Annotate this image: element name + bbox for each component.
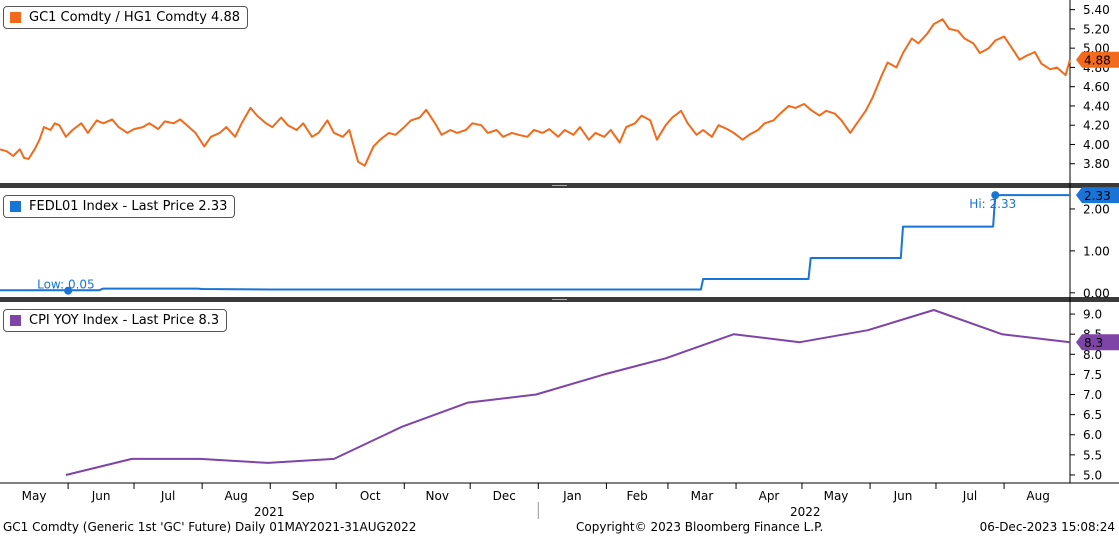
y-tick-label: 7.0: [1083, 388, 1102, 402]
last-price-tag: [1076, 334, 1119, 351]
series-line: [65, 309, 1071, 476]
legend-swatch-blue: [10, 201, 21, 212]
x-tick-label: Aug: [224, 489, 247, 503]
x-tick-label: Sep: [292, 489, 315, 503]
y-tick-label: 2.00: [1083, 202, 1110, 216]
y-tick-label: 5.0: [1083, 468, 1102, 482]
last-price-tag: [1076, 51, 1119, 68]
y-tick-label: 7.5: [1083, 368, 1102, 382]
last-price-label: 2.33: [1084, 189, 1111, 203]
footer-copyright: Copyright© 2023 Bloomberg Finance L.P.: [576, 520, 824, 534]
legend-label: GC1 Comdty / HG1 Comdty 4.88: [29, 10, 241, 25]
x-tick-label: Feb: [627, 489, 648, 503]
y-tick-label: 4.20: [1083, 119, 1110, 133]
y-tick-label: 5.20: [1083, 22, 1110, 36]
y-tick-label: 4.00: [1083, 138, 1110, 152]
y-tick-label: 0.00: [1083, 286, 1110, 300]
x-tick-label: Apr: [759, 489, 780, 503]
legend-swatch-orange: [10, 12, 21, 23]
x-tick-label: Jan: [562, 489, 582, 503]
x-tick-label: Oct: [360, 489, 381, 503]
x-tick-label: Jul: [962, 489, 977, 503]
x-tick-label: Mar: [691, 489, 714, 503]
last-price-label: 4.88: [1084, 54, 1111, 68]
x-tick-label: May: [22, 489, 47, 503]
footer-timestamp: 06-Dec-2023 15:08:24: [979, 520, 1115, 534]
y-tick-label: 4.40: [1083, 99, 1110, 113]
series-line: [0, 18, 1071, 167]
x-year-label: 2021: [254, 505, 285, 519]
footer-security-info: GC1 Comdty (Generic 1st 'GC' Future) Dai…: [3, 520, 417, 534]
legend-cpi-yoy[interactable]: CPI YOY Index - Last Price 8.3: [3, 309, 228, 332]
high-label: Hi: 2.33: [969, 197, 1016, 211]
x-tick-label: Nov: [426, 489, 449, 503]
y-tick-label: 6.5: [1083, 408, 1102, 422]
legend-gc-hg-ratio[interactable]: GC1 Comdty / HG1 Comdty 4.88: [3, 6, 249, 29]
x-tick-label: Dec: [493, 489, 516, 503]
y-tick-label: 3.80: [1083, 157, 1110, 171]
x-tick-label: Jun: [91, 489, 111, 503]
legend-label: CPI YOY Index - Last Price 8.3: [29, 313, 220, 328]
y-tick-label: 6.0: [1083, 428, 1102, 442]
high-marker: [991, 191, 1000, 200]
y-tick-label: 1.00: [1083, 244, 1110, 258]
last-price-label: 8.3: [1084, 336, 1103, 350]
x-tick-label: May: [824, 489, 849, 503]
legend-fed-funds[interactable]: FEDL01 Index - Last Price 2.33: [3, 195, 236, 218]
legend-swatch-purple: [10, 315, 21, 326]
series-line: [0, 194, 1070, 292]
y-tick-label: 5.5: [1083, 448, 1102, 462]
low-marker: [64, 286, 73, 295]
last-price-tag: [1076, 187, 1119, 204]
x-tick-label: Jul: [160, 489, 175, 503]
low-label: Low: 0.05: [37, 278, 95, 292]
x-year-label: 2022: [790, 505, 821, 519]
y-tick-label: 4.60: [1083, 80, 1110, 94]
x-tick-label: Jun: [893, 489, 913, 503]
y-tick-label: 9.0: [1083, 308, 1102, 322]
y-tick-label: 8.0: [1083, 348, 1102, 362]
x-tick-label: Aug: [1026, 489, 1049, 503]
y-tick-label: 5.40: [1083, 3, 1110, 17]
legend-label: FEDL01 Index - Last Price 2.33: [29, 199, 228, 214]
